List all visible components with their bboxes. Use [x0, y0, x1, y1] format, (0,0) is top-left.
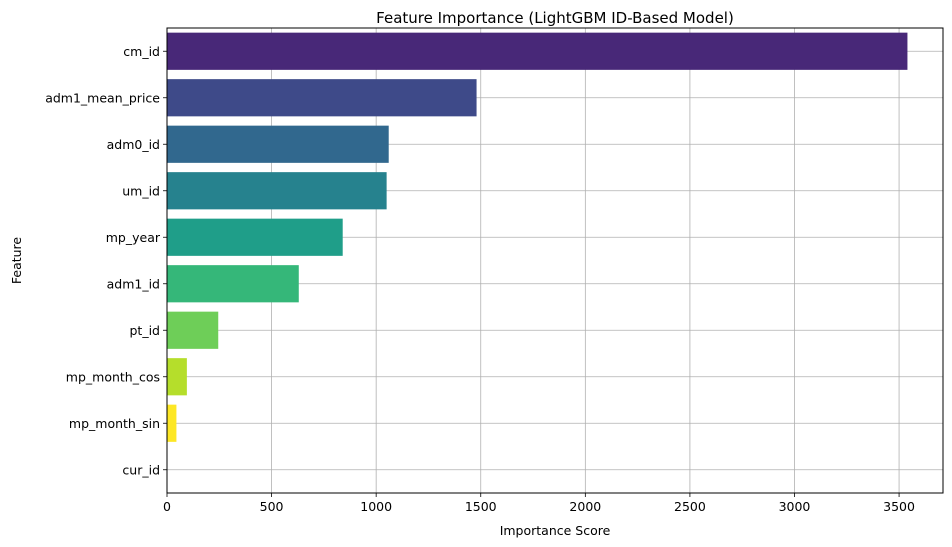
x-tick-label: 1500: [465, 499, 497, 514]
bars: [167, 32, 908, 442]
bar-adm0-id: [167, 125, 389, 163]
bar-mp-year: [167, 218, 343, 256]
plot-frame: [166, 27, 944, 494]
chart-title: Feature Importance (LightGBM ID-Based Mo…: [376, 9, 734, 27]
bar-adm1-id: [167, 265, 299, 303]
bar-um-id: [167, 172, 387, 210]
y-axis-ticks: cm_id adm1_mean_price adm0_id um_id mp_yeara…: [45, 44, 167, 477]
y-tick-label: um_id: [122, 183, 160, 198]
x-tick-label: 3500: [883, 499, 915, 514]
x-tick-label: 500: [260, 499, 284, 514]
bar-adm1-mean-price: [167, 79, 477, 117]
bar-mp-month-sin: [167, 404, 177, 442]
y-tick-label: adm1_mean_price: [45, 90, 160, 105]
x-axis-title: Importance Score: [500, 523, 611, 538]
y-tick-label: mp_month_cos: [66, 369, 160, 384]
bar-cm-id: [167, 32, 908, 70]
y-tick-label: cur_id: [122, 462, 160, 477]
bar-mp-month-cos: [167, 358, 187, 396]
y-tick-label: mp_month_sin: [69, 416, 160, 431]
y-tick-label: adm1_id: [107, 276, 160, 291]
y-axis-title: Feature: [9, 237, 24, 285]
x-tick-label: 0: [163, 499, 171, 514]
x-tick-label: 2500: [674, 499, 706, 514]
x-tick-label: 3000: [779, 499, 811, 514]
y-tick-label: mp_year: [106, 230, 161, 245]
x-axis-ticks: 0 500 1000 1500 2000 2500 3000 3500: [163, 493, 915, 514]
x-tick-label: 2000: [569, 499, 601, 514]
y-tick-label: cm_id: [123, 44, 160, 59]
x-tick-label: 1000: [360, 499, 392, 514]
y-tick-label: pt_id: [130, 323, 161, 338]
y-tick-label: adm0_id: [107, 137, 160, 152]
bar-pt-id: [167, 311, 219, 349]
